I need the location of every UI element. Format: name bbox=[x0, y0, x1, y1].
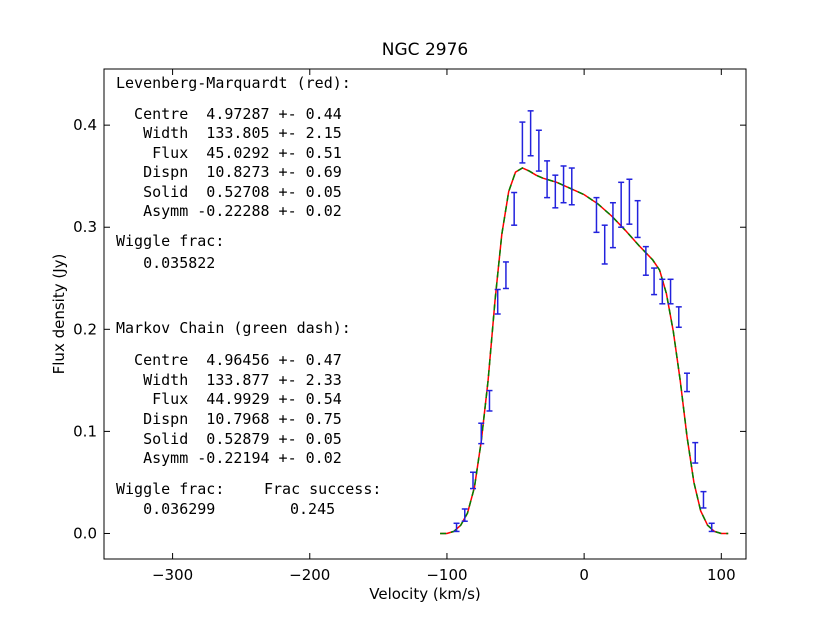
plot-frame bbox=[103, 68, 747, 560]
mc-row-dispn: Dispn 10.7968 +- 0.75 bbox=[116, 410, 342, 428]
mc-wiggle-value: 0.036299 bbox=[116, 500, 215, 518]
mc-row-flux: Flux 44.9929 +- 0.54 bbox=[116, 390, 342, 408]
mc-row-width: Width 133.877 +- 2.33 bbox=[116, 371, 342, 389]
y-tick-label: 0.3 bbox=[73, 218, 97, 236]
error-bar bbox=[461, 508, 468, 522]
error-bar bbox=[593, 196, 600, 234]
error-bar bbox=[609, 201, 616, 249]
frac-success-label: Frac success: bbox=[264, 480, 381, 498]
mc-row-asymm: Asymm -0.22194 +- 0.02 bbox=[116, 449, 342, 467]
error-bar bbox=[634, 199, 641, 239]
error-bar bbox=[453, 522, 460, 533]
error-bar bbox=[667, 278, 674, 305]
error-bar bbox=[651, 267, 658, 296]
lm-row-asymm: Asymm -0.22288 +- 0.02 bbox=[116, 202, 342, 220]
mc-row-solid: Solid 0.52879 +- 0.05 bbox=[116, 430, 342, 448]
error-bar bbox=[692, 441, 699, 464]
error-bar bbox=[708, 522, 715, 533]
error-bar bbox=[700, 490, 707, 509]
error-bar bbox=[486, 389, 493, 412]
error-bar bbox=[552, 174, 559, 209]
error-bar bbox=[470, 471, 477, 490]
mc-row-centre: Centre 4.96456 +- 0.47 bbox=[116, 351, 342, 369]
lm-row-dispn: Dispn 10.8273 +- 0.69 bbox=[116, 163, 342, 181]
lm-row-width: Width 133.805 +- 2.15 bbox=[116, 124, 342, 142]
x-tick-label: −200 bbox=[289, 566, 330, 584]
error-bar bbox=[560, 165, 567, 204]
error-bar bbox=[568, 167, 575, 206]
frac-success-value: 0.245 bbox=[290, 500, 335, 518]
error-bar bbox=[544, 160, 551, 199]
lm-row-solid: Solid 0.52708 +- 0.05 bbox=[116, 183, 342, 201]
y-axis-label: Flux density (Jy) bbox=[50, 254, 68, 375]
x-tick-label: −100 bbox=[426, 566, 467, 584]
x-tick-label: 100 bbox=[707, 566, 736, 584]
y-tick-label: 0.2 bbox=[73, 320, 97, 338]
x-tick-label: 0 bbox=[579, 566, 589, 584]
error-bar bbox=[494, 288, 501, 315]
lm-wiggle-value: 0.035822 bbox=[116, 254, 215, 272]
y-tick-label: 0.4 bbox=[73, 116, 97, 134]
error-bars bbox=[453, 110, 715, 533]
lm-heading: Levenberg-Marquardt (red): bbox=[116, 74, 351, 92]
lm-wiggle-label: Wiggle frac: bbox=[116, 232, 224, 250]
lm-annotation: Levenberg-Marquardt (red): Centre 4.9728… bbox=[116, 74, 351, 272]
y-tick-label: 0.0 bbox=[73, 524, 97, 542]
error-bar bbox=[659, 278, 666, 305]
error-bar bbox=[618, 181, 625, 228]
error-bar bbox=[626, 178, 633, 225]
error-bar bbox=[478, 422, 485, 445]
error-bar bbox=[684, 372, 691, 393]
error-bar bbox=[511, 191, 518, 226]
x-tick-label: −300 bbox=[152, 566, 193, 584]
fit-lines bbox=[440, 167, 729, 535]
error-bar bbox=[601, 224, 608, 265]
mc-heading: Markov Chain (green dash): bbox=[116, 319, 351, 337]
chart-title: NGC 2976 bbox=[382, 40, 468, 60]
error-bar bbox=[535, 129, 542, 172]
error-bar bbox=[642, 245, 649, 276]
error-bar bbox=[519, 121, 526, 164]
markov-chain-fit-line bbox=[440, 167, 729, 535]
error-bar bbox=[675, 306, 682, 329]
mc-annotation: Markov Chain (green dash): Centre 4.9645… bbox=[116, 319, 381, 518]
lm-row-flux: Flux 45.0292 +- 0.51 bbox=[116, 144, 342, 162]
lm-row-centre: Centre 4.97287 +- 0.44 bbox=[116, 105, 342, 123]
mc-wiggle-label: Wiggle frac: bbox=[116, 480, 224, 498]
x-axis-label: Velocity (km/s) bbox=[369, 585, 480, 603]
error-bar bbox=[502, 261, 509, 290]
axis-ticks: −300 −200 −100 0 100 0.0 0.1 0.2 0.3 0.4 bbox=[73, 69, 746, 584]
y-tick-label: 0.1 bbox=[73, 422, 97, 440]
error-bar bbox=[527, 110, 534, 157]
